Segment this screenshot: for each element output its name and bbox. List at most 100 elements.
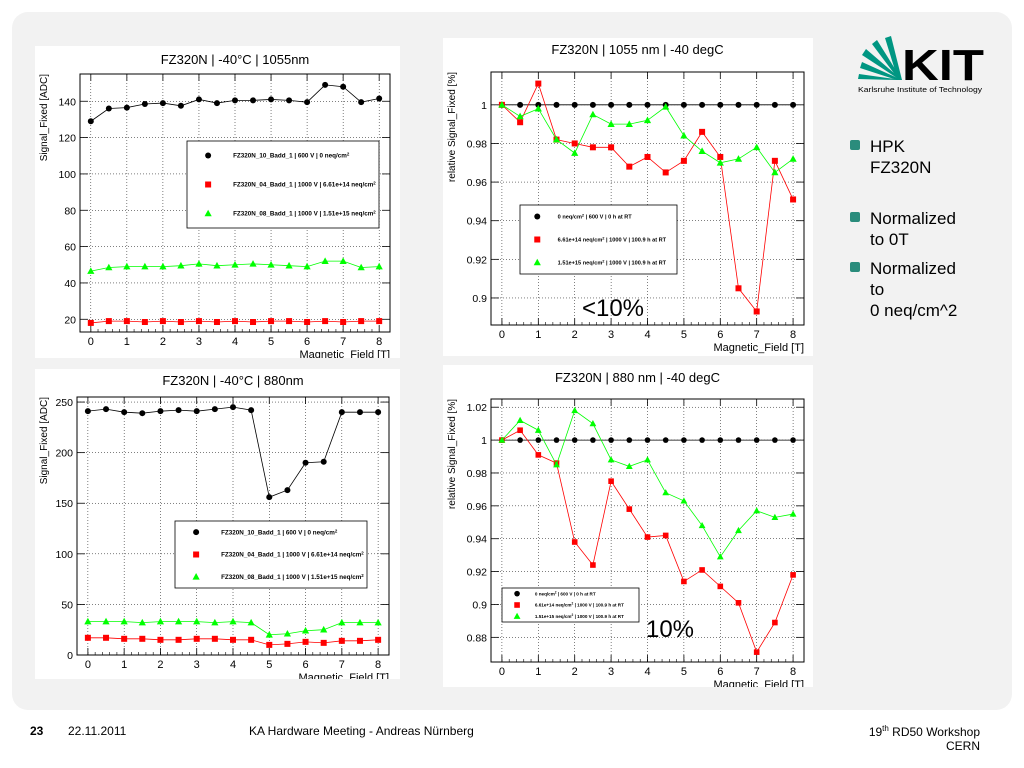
data-point <box>607 120 615 127</box>
x-tick-label: 6 <box>717 666 723 678</box>
data-point <box>662 437 669 443</box>
data-point <box>644 456 651 463</box>
legend-entry-sup: 2 <box>572 602 574 606</box>
bullet-item: HPK FZ320N <box>850 136 1000 178</box>
x-tick-label: 3 <box>608 666 614 678</box>
bullet-square-icon <box>850 140 860 150</box>
kit-logo-subtitle: Karlsruhe Institute of Technology <box>858 85 982 94</box>
data-point <box>589 144 596 151</box>
data-point <box>571 140 578 147</box>
data-point <box>322 81 329 88</box>
data-point <box>232 318 238 325</box>
data-point <box>205 152 212 159</box>
y-tick-label: 150 <box>55 498 73 510</box>
data-point <box>156 617 165 625</box>
data-point <box>84 408 91 415</box>
x-tick-label: 1 <box>121 659 127 671</box>
chart-title: FZ320N | -40°C | 880nm <box>162 373 303 388</box>
data-point <box>302 459 309 466</box>
data-point <box>680 131 688 139</box>
y-tick-label: 0.98 <box>467 468 488 480</box>
data-point <box>772 619 778 626</box>
x-tick-label: 5 <box>266 659 272 671</box>
y-tick-label: 1 <box>481 435 487 447</box>
chart-annotation: <10% <box>582 295 644 322</box>
data-point <box>626 163 633 170</box>
data-point <box>356 618 364 626</box>
data-point <box>514 602 520 608</box>
legend-entry-sup: 2 <box>582 212 585 217</box>
data-point <box>753 308 760 315</box>
data-point <box>498 101 506 108</box>
x-axis-label: Magnetic_Field [T] <box>300 349 390 358</box>
y-tick-label: 0.94 <box>467 216 488 228</box>
y-tick-label: 0.98 <box>467 138 488 150</box>
data-point <box>607 456 615 463</box>
bullet-square-icon <box>850 262 860 272</box>
legend-entry-text: | 600 V | 0 h at RT <box>584 214 632 220</box>
data-point <box>103 406 110 413</box>
x-tick-label: 5 <box>681 329 687 341</box>
data-point <box>358 99 365 106</box>
x-tick-label: 0 <box>499 329 505 341</box>
data-point <box>304 99 311 106</box>
legend-entry-text: 1.51e+15 neq/cm <box>535 614 572 619</box>
y-tick-label: 20 <box>64 314 76 326</box>
x-tick-label: 8 <box>790 666 796 678</box>
data-point <box>534 104 542 112</box>
data-point <box>87 319 94 326</box>
y-tick-label: 120 <box>58 133 76 145</box>
x-tick-label: 7 <box>340 336 346 348</box>
data-point <box>789 510 797 517</box>
legend-entry-text: FZ320N_10_Badd_1 | 600 V | 0 neq/cm <box>221 529 335 536</box>
data-point <box>159 100 166 107</box>
data-point <box>268 318 275 325</box>
x-axis-label: Magnetic_Field [T] <box>299 672 389 679</box>
data-point <box>753 143 761 151</box>
data-point <box>248 636 255 643</box>
data-point <box>589 101 596 108</box>
legend-entry-sup: 2 <box>572 613 574 617</box>
x-tick-label: 7 <box>339 659 345 671</box>
data-point <box>159 262 167 270</box>
x-tick-label: 8 <box>376 336 382 348</box>
legend-entry: 6.61e+14 neq/cm2 | 1000 V | 100.9 h at R… <box>558 235 667 244</box>
data-point <box>250 319 257 326</box>
data-point <box>250 97 257 104</box>
data-point <box>102 617 110 625</box>
data-point <box>301 626 310 634</box>
data-point <box>534 426 542 433</box>
data-point <box>681 437 687 443</box>
data-point <box>141 262 149 270</box>
data-point <box>790 101 797 108</box>
x-tick-label: 2 <box>572 329 578 341</box>
data-point <box>175 636 182 643</box>
data-point <box>121 635 128 642</box>
data-point <box>699 101 706 108</box>
data-point <box>771 157 778 164</box>
y-axis-label: relative Signal_Fixed [%] <box>447 72 458 182</box>
legend-box <box>519 204 678 275</box>
data-point <box>517 101 524 108</box>
data-point <box>339 257 347 264</box>
data-point <box>268 96 275 103</box>
kit-logo-icon <box>858 36 902 80</box>
data-point <box>356 409 363 416</box>
x-tick-label: 5 <box>268 336 274 348</box>
legend-entry-text: 0 neq/cm <box>535 591 555 596</box>
legend-entry-sup: 2 <box>347 151 350 156</box>
data-point <box>284 640 291 647</box>
data-point <box>625 462 633 469</box>
legend-entry-sup: 2 <box>602 235 605 240</box>
data-point <box>141 100 148 107</box>
legend-box <box>186 140 380 229</box>
data-point <box>340 83 347 90</box>
chart-top-left: FZ320N | -40°C | 1055nm 0 1 2 3 4 5 6 7 8 20 40 60 80… <box>35 46 400 358</box>
data-point <box>320 639 327 646</box>
data-point <box>265 630 273 638</box>
data-point <box>716 158 724 166</box>
x-tick-label: 7 <box>754 329 760 341</box>
data-point <box>195 318 202 325</box>
data-point <box>680 497 688 504</box>
data-point <box>376 318 383 325</box>
